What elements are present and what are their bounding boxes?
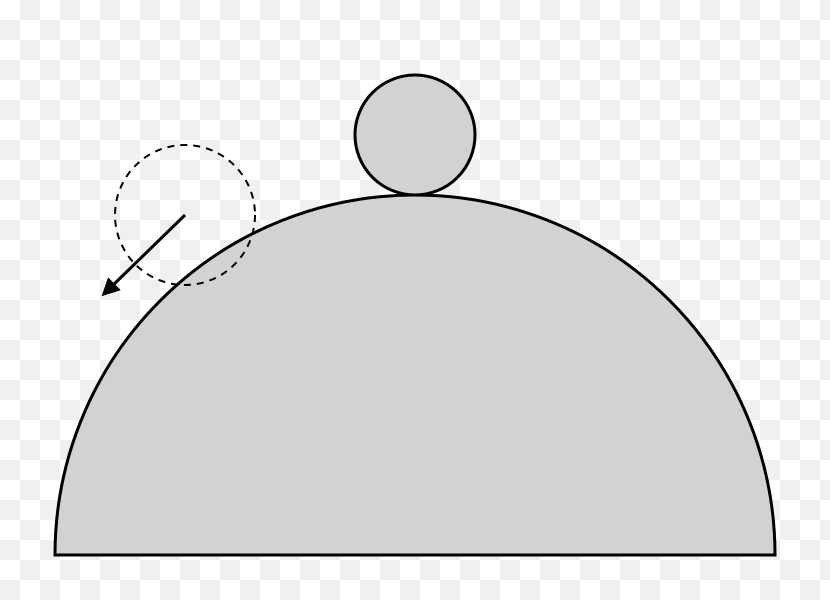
ball-at-apex bbox=[355, 75, 475, 195]
motion-arrow bbox=[108, 215, 185, 290]
equilibrium-diagram bbox=[0, 0, 830, 600]
hill-dome bbox=[55, 195, 775, 555]
